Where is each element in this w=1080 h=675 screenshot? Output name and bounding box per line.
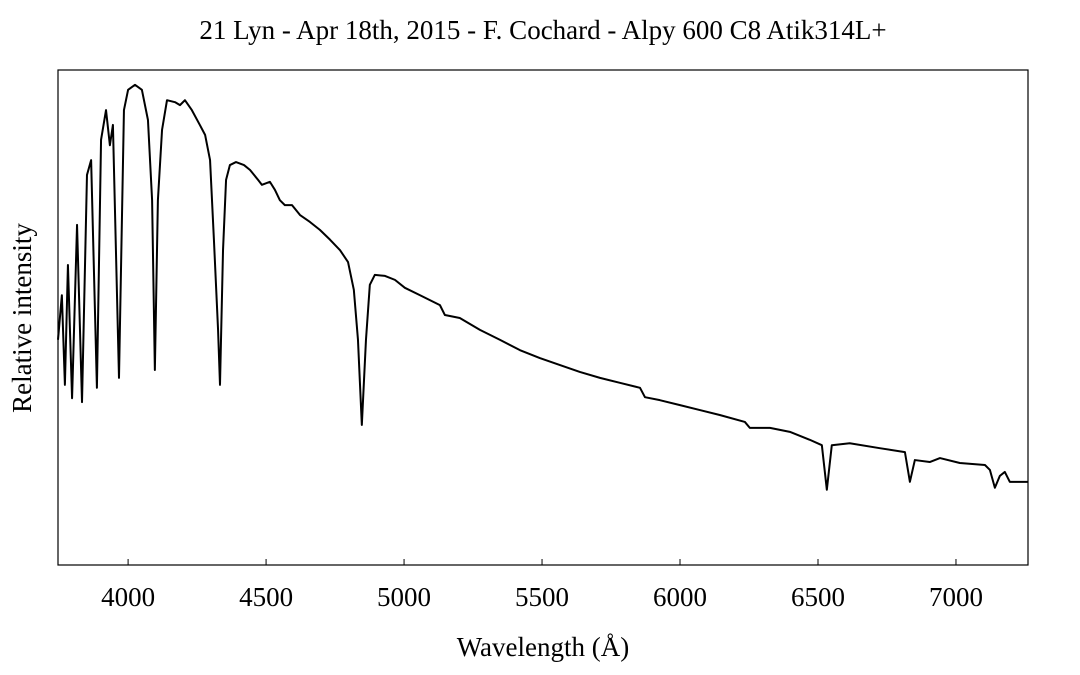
spectrum-line xyxy=(57,83,1028,491)
x-tick-label: 4000 xyxy=(101,582,155,612)
x-tick-label: 4500 xyxy=(239,582,293,612)
y-axis-label: Relative intensity xyxy=(7,223,37,413)
x-tick-label: 6000 xyxy=(653,582,707,612)
x-axis-label: Wavelength (Å) xyxy=(457,632,630,662)
x-tick-label: 6500 xyxy=(791,582,845,612)
x-tick-label: 5500 xyxy=(515,582,569,612)
x-tick-label: 7000 xyxy=(929,582,983,612)
chart-title: 21 Lyn - Apr 18th, 2015 - F. Cochard - A… xyxy=(199,15,886,45)
x-tick-label: 5000 xyxy=(377,582,431,612)
plot-frame xyxy=(57,69,1029,566)
